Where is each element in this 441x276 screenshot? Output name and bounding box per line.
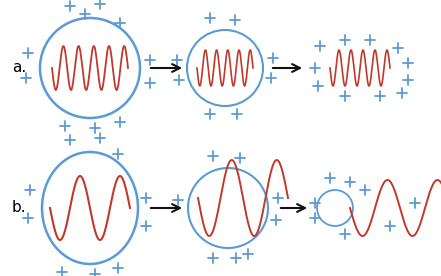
Text: b.: b. bbox=[12, 200, 26, 216]
Text: a.: a. bbox=[12, 60, 26, 76]
